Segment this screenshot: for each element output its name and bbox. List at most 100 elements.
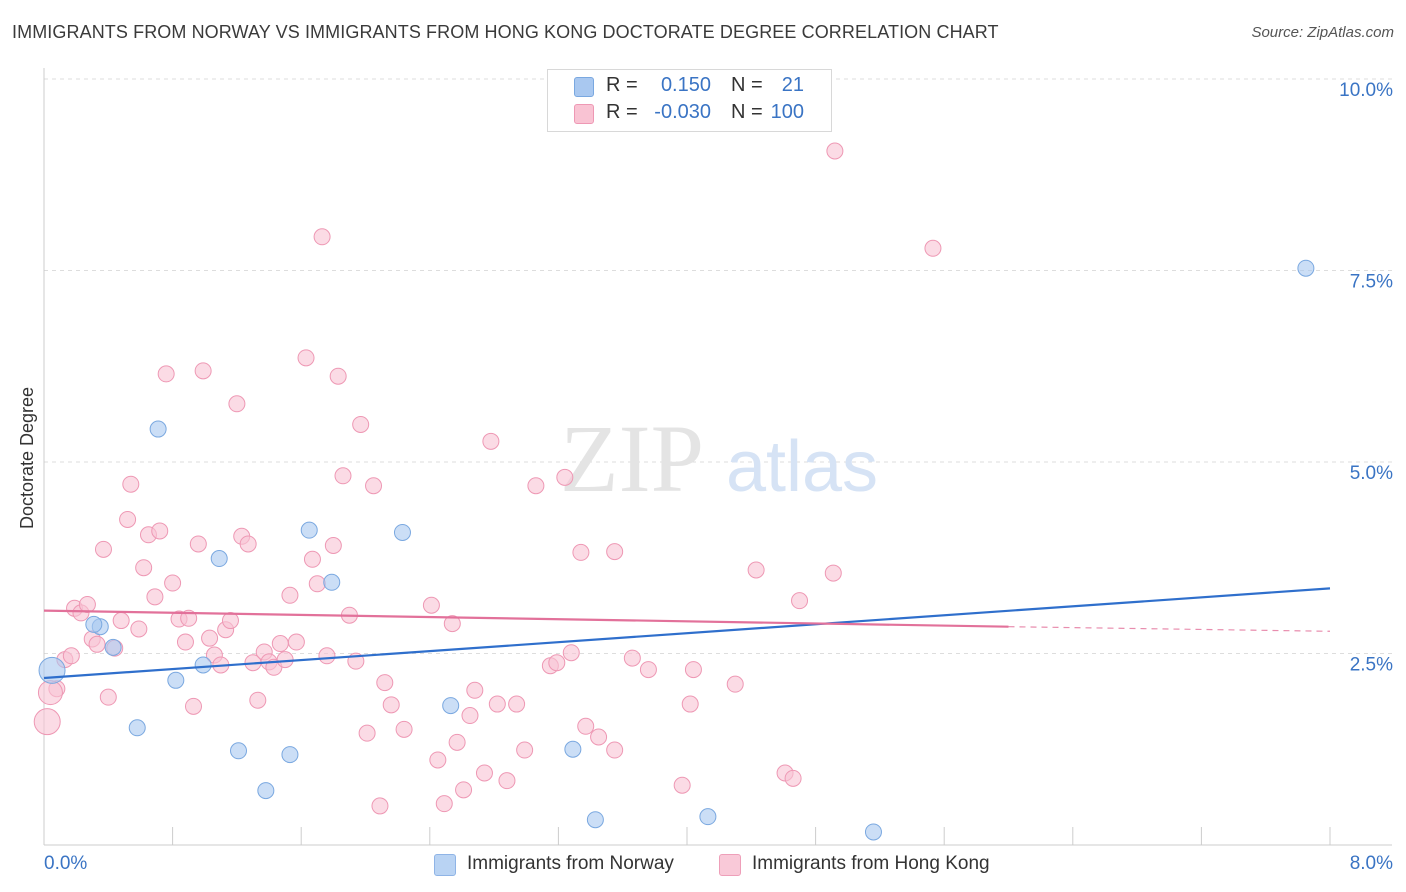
- legend-row-norway: R = 0.150 N = 21: [548, 73, 831, 99]
- hong-kong-point: [548, 654, 566, 672]
- legend-swatch-hong-kong: [574, 104, 594, 124]
- legend-n-label: N =: [731, 74, 763, 96]
- tick-labels: 2.5% 5.0% 7.5% 10.0% 0.0% 8.0%: [44, 80, 1393, 874]
- hong-kong-point: [271, 635, 289, 653]
- hong-kong-point: [371, 797, 389, 815]
- legend-label-norway: Immigrants from Norway: [467, 853, 674, 874]
- hong-kong-point: [422, 596, 440, 614]
- norway-point: [864, 823, 882, 841]
- legend-r-value: 0.150: [660, 74, 711, 96]
- legend-n-label: N =: [731, 101, 763, 123]
- chart-title: IMMIGRANTS FROM NORWAY VS IMMIGRANTS FRO…: [12, 22, 999, 42]
- norway-point: [128, 719, 146, 737]
- legend-r-label: R =: [606, 101, 638, 123]
- hong-kong-point: [122, 475, 140, 493]
- hong-kong-point: [482, 432, 500, 450]
- hong-kong-point: [784, 769, 802, 787]
- hong-kong-point: [924, 239, 942, 257]
- norway-point: [167, 671, 185, 689]
- hong-kong-point: [94, 540, 112, 558]
- hong-kong-point: [826, 142, 844, 160]
- norway-point: [230, 742, 248, 760]
- hong-kong-point: [572, 543, 590, 561]
- hong-kong-point: [443, 615, 461, 633]
- hong-kong-point: [455, 781, 473, 799]
- norway-point: [564, 740, 582, 758]
- hong-kong-point: [297, 349, 315, 367]
- hong-kong-point: [135, 559, 153, 577]
- y-tick-label: 5.0%: [1350, 463, 1393, 484]
- series-hong-kong-points: [33, 142, 942, 815]
- norway-point: [210, 550, 228, 568]
- hong-kong-point: [33, 708, 61, 736]
- hong-kong-point: [824, 564, 842, 582]
- hong-kong-point: [180, 609, 198, 627]
- hong-kong-point: [488, 695, 506, 713]
- hong-kong-point: [318, 647, 336, 665]
- hong-kong-point: [376, 674, 394, 692]
- hong-kong-point: [62, 647, 80, 665]
- hong-kong-point: [308, 575, 326, 593]
- legend-row-hong-kong: R = -0.030 N = 100: [548, 100, 831, 126]
- hong-kong-point: [313, 228, 331, 246]
- source-label: Source: ZipAtlas.com: [1251, 24, 1394, 41]
- hong-kong-point: [395, 720, 413, 738]
- series-legend: Immigrants from Norway Immigrants from H…: [0, 852, 1406, 878]
- hong-kong-point: [681, 695, 699, 713]
- hong-kong-point: [448, 733, 466, 751]
- hong-kong-point: [435, 795, 453, 813]
- hong-kong-point: [590, 728, 608, 746]
- watermark-zip: ZIP: [560, 405, 704, 512]
- legend-swatch-norway: [574, 77, 594, 97]
- hong-kong-point: [606, 741, 624, 759]
- norway-point: [300, 521, 318, 539]
- hong-kong-point: [382, 696, 400, 714]
- x-tick-label: 0.0%: [44, 853, 87, 874]
- hong-kong-point: [303, 550, 321, 568]
- legend-label-hong-kong: Immigrants from Hong Kong: [752, 853, 990, 874]
- norway-point: [323, 573, 341, 591]
- hong-kong-point: [562, 644, 580, 662]
- hong-kong-point: [726, 675, 744, 693]
- hong-kong-point: [146, 588, 164, 606]
- hong-kong-point: [466, 681, 484, 699]
- hong-kong-point: [189, 535, 207, 553]
- hong-kong-point: [281, 586, 299, 604]
- hong-kong-point: [429, 751, 447, 769]
- hong-kong-point: [176, 633, 194, 651]
- watermark: ZIP atlas: [560, 405, 878, 512]
- axes: [43, 68, 1392, 846]
- gridlines: [44, 78, 1392, 654]
- hong-kong-point: [151, 522, 169, 540]
- hong-kong-point: [221, 612, 239, 630]
- norway-point: [281, 746, 299, 764]
- legend-r-label: R =: [606, 74, 638, 96]
- hong-kong-point: [88, 635, 106, 653]
- hong-kong-point: [639, 661, 657, 679]
- legend-r-value: -0.030: [654, 101, 711, 123]
- legend-swatch-norway: [434, 854, 456, 876]
- hong-kong-point: [249, 691, 267, 709]
- hong-kong-point: [112, 612, 130, 630]
- series-norway-points: [38, 259, 1315, 841]
- hong-kong-point: [334, 467, 352, 485]
- hong-kong-point: [37, 680, 63, 706]
- norway-point: [442, 697, 460, 715]
- norway-point: [38, 656, 66, 684]
- y-tick-label: 7.5%: [1350, 272, 1393, 293]
- trend-lines: [43, 587, 1331, 680]
- norway-point: [586, 811, 604, 829]
- norway-point: [393, 523, 411, 541]
- hong-kong-point: [119, 510, 137, 528]
- norway-point: [149, 420, 167, 438]
- hong-kong-point: [201, 629, 219, 647]
- hong-kong-point: [157, 365, 175, 383]
- hong-kong-point: [287, 633, 305, 651]
- hong-kong-point: [673, 776, 691, 794]
- hong-kong-point: [556, 468, 574, 486]
- legend-n-value: 21: [781, 74, 804, 96]
- hong-kong-point: [228, 395, 246, 413]
- hong-kong-point: [508, 695, 526, 713]
- hong-kong-point: [577, 717, 595, 735]
